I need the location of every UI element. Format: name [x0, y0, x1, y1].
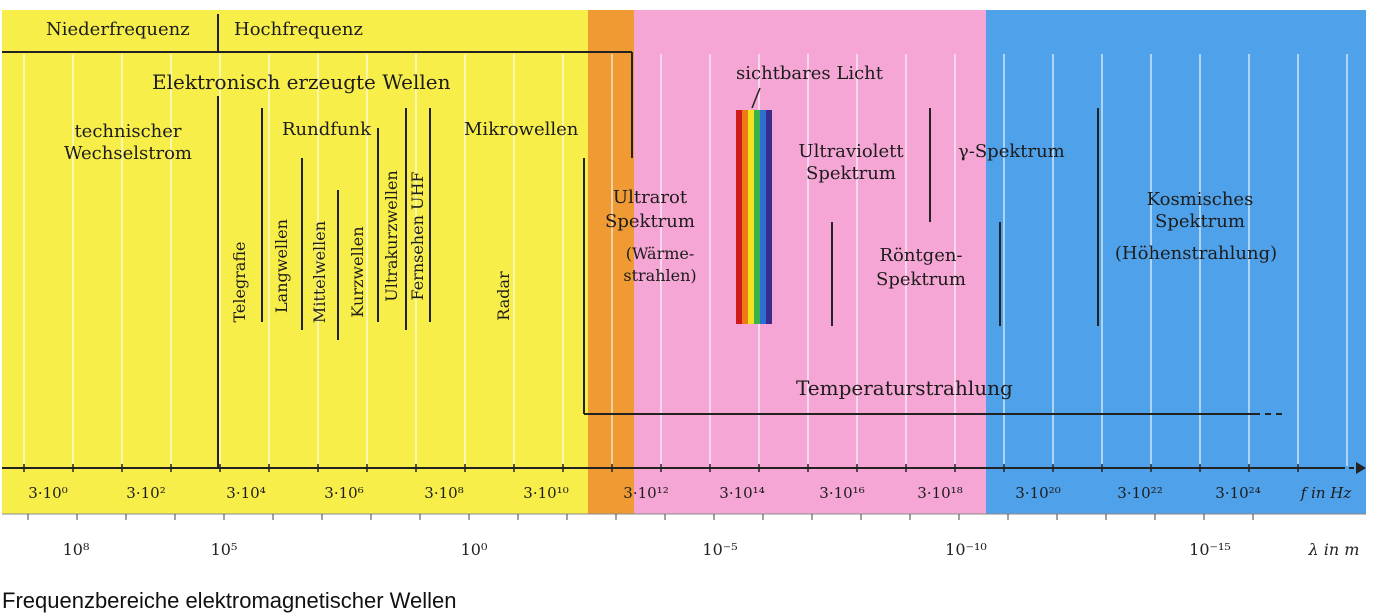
- label-ultrakurzwellen: Ultrakurzwellen: [382, 170, 401, 302]
- wavelength-tick: 10⁻¹⁵: [1189, 540, 1231, 559]
- label-ultrarot-1: Ultrarot: [612, 187, 688, 208]
- label-uv-2: Spektrum: [806, 163, 896, 184]
- label-telegrafie: Telegrafie: [230, 241, 249, 323]
- label-elektronisch: Elektronisch erzeugte Wellen: [152, 70, 451, 94]
- label-ultrarot-2: Spektrum: [605, 211, 695, 232]
- label-temperaturstrahlung: Temperaturstrahlung: [796, 376, 1013, 400]
- label-langwellen: Langwellen: [272, 219, 291, 313]
- label-gamma: γ-Spektrum: [958, 141, 1065, 162]
- label-kurzwellen: Kurzwellen: [348, 226, 367, 318]
- label-roentgen-1: Röntgen-: [879, 245, 963, 266]
- label-ultrarot-3: (Wärme-: [625, 244, 695, 263]
- wavelength-unit: λ in m: [1308, 540, 1360, 559]
- label-radar: Radar: [494, 271, 513, 321]
- label-ultrarot-4: strahlen): [623, 266, 697, 285]
- caption: Frequenzbereiche elektromagnetischer Wel…: [2, 588, 457, 613]
- wavelength-strip: [2, 514, 1366, 584]
- freq-tick: 3·10²⁰: [1015, 484, 1061, 502]
- label-mittelwellen: Mittelwellen: [310, 220, 329, 324]
- label-roentgen-2: Spektrum: [876, 269, 966, 290]
- structure-lines: [2, 14, 1340, 469]
- label-rundfunk: Rundfunk: [282, 119, 372, 140]
- wavelength-tick: 10⁵: [210, 540, 238, 559]
- label-kosmisch-2: Spektrum: [1155, 211, 1245, 232]
- label-hochfrequenz: Hochfrequenz: [234, 19, 363, 40]
- label-mikrowellen: Mikrowellen: [464, 119, 579, 140]
- freq-tick: 3·10⁰: [28, 484, 68, 502]
- label-wechselstrom-1: technischer: [74, 121, 182, 142]
- label-kosmisch-1: Kosmisches: [1146, 189, 1254, 210]
- band-yellow: [2, 10, 588, 514]
- freq-tick: 3·10⁴: [226, 484, 266, 502]
- grid-lines: [23, 54, 1348, 466]
- freq-tick: 3·10²⁴: [1215, 484, 1261, 502]
- freq-tick: 3·10²: [126, 484, 166, 502]
- label-uv-1: Ultraviolett: [798, 141, 904, 162]
- wavelength-tick: 10⁻⁵: [702, 540, 738, 559]
- band-blue: [986, 10, 1366, 514]
- freq-tick: 3·10¹⁴: [719, 484, 765, 502]
- wavelength-tick: 10⁰: [460, 540, 488, 559]
- freq-tick: 3·10¹⁸: [917, 484, 963, 502]
- wavelength-tick: 10⁸: [62, 540, 90, 559]
- freq-tick: 3·10¹²: [623, 484, 669, 502]
- label-wechselstrom-2: Wechselstrom: [64, 143, 192, 164]
- freq-tick: 3·10²²: [1117, 484, 1163, 502]
- freq-tick: 3·10⁶: [324, 484, 364, 502]
- visible-light-rainbow: [736, 110, 772, 324]
- freq-tick: 3·10¹⁰: [523, 484, 569, 502]
- label-kosmisch-3: (Höhenstrahlung): [1114, 243, 1278, 264]
- wavelength-tick: 10⁻¹⁰: [945, 540, 987, 559]
- label-niederfrequenz: Niederfrequenz: [46, 19, 190, 40]
- freq-tick: 3·10¹⁶: [819, 484, 865, 502]
- label-sichtbares-licht: sichtbares Licht: [736, 63, 883, 84]
- band-pink: [634, 10, 986, 514]
- label-fernsehen: Fernsehen UHF: [408, 171, 427, 301]
- freq-tick: 3·10⁸: [424, 484, 464, 502]
- freq-unit: f in Hz: [1300, 484, 1352, 502]
